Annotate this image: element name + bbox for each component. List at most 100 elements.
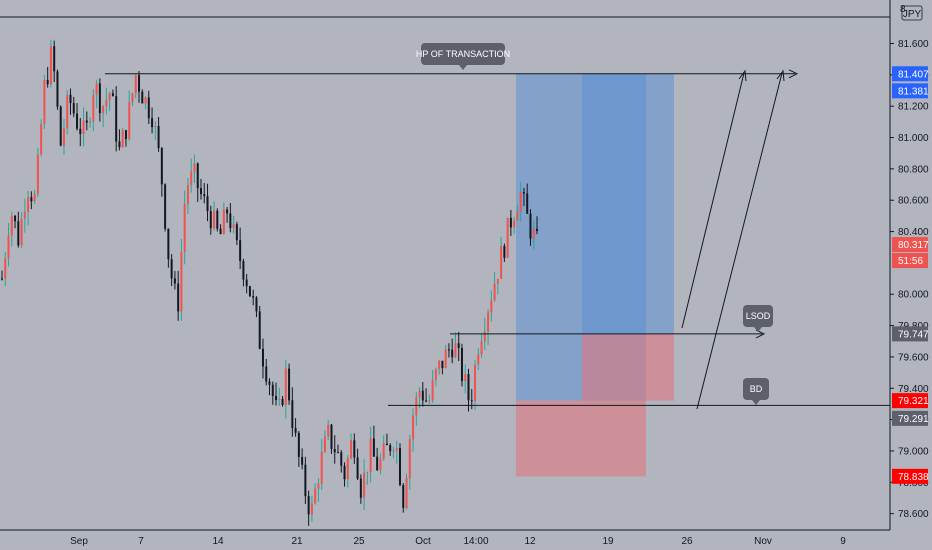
price-tag[interactable]: [892, 410, 928, 426]
time-axis-label: 19: [602, 536, 614, 547]
callout-hp-pointer: [459, 65, 467, 70]
candle-body: [134, 75, 137, 94]
projection-arrow-line[interactable]: [681, 72, 745, 329]
candle-body: [405, 478, 408, 508]
candle-body: [323, 436, 326, 452]
candle-body: [261, 348, 264, 367]
candle-body: [418, 390, 421, 398]
candle-body: [258, 311, 261, 349]
candle-body: [301, 456, 304, 465]
candle-body: [105, 99, 108, 107]
callout-hp-text: HP OF TRANSACTION: [416, 49, 510, 59]
candle-body: [503, 246, 506, 258]
candle-body: [496, 278, 499, 284]
candle-body: [196, 163, 199, 189]
candle-body: [389, 445, 392, 452]
callout-hp-box[interactable]: [421, 43, 505, 65]
candle-body: [379, 458, 382, 471]
candle-body: [281, 398, 284, 405]
price-tag[interactable]: [892, 468, 928, 484]
price-axis-label: 81.600: [898, 39, 929, 50]
time-axis[interactable]: [0, 530, 932, 550]
candle-body: [69, 94, 72, 104]
level-arrowhead: [788, 69, 799, 79]
candle-body: [20, 218, 23, 246]
position-2-stop-zone[interactable]: [582, 333, 674, 401]
price-axis[interactable]: [890, 0, 932, 550]
candle-body: [428, 400, 431, 402]
callout-bd-pointer: [752, 400, 760, 405]
callout-bd-text: BD: [750, 384, 763, 394]
candle-body: [330, 424, 333, 449]
price-tag[interactable]: [892, 237, 928, 253]
candle-body: [310, 503, 313, 515]
candle-body: [36, 154, 39, 194]
candle-body: [529, 213, 532, 239]
candle-body: [79, 128, 82, 135]
currency-badge[interactable]: [901, 5, 923, 21]
candle-body: [33, 193, 36, 202]
candle-body: [30, 197, 33, 202]
candle-body: [49, 46, 52, 85]
candle-body: [441, 360, 444, 368]
candle-body: [128, 102, 131, 140]
time-axis-label: Nov: [754, 536, 772, 547]
price-tag[interactable]: [892, 83, 928, 99]
price-tag[interactable]: [892, 393, 928, 409]
candle-body: [46, 79, 49, 85]
candle-body: [395, 448, 398, 451]
price-tag[interactable]: [892, 253, 928, 269]
candle-body: [131, 93, 134, 103]
price-axis-label: 79.600: [898, 352, 929, 363]
candle-body: [180, 251, 183, 312]
price-tag-label: 79.291: [898, 414, 929, 425]
position-1-stop-zone[interactable]: [516, 400, 646, 477]
candle-body: [470, 400, 473, 402]
candle-body: [350, 440, 353, 459]
projection-arrow-line[interactable]: [696, 72, 783, 410]
candle-body: [14, 215, 17, 222]
candle-body: [147, 97, 150, 119]
candle-body: [447, 349, 450, 351]
candle-body: [167, 228, 170, 260]
candle-body: [203, 194, 206, 197]
candle-body: [415, 397, 418, 416]
candle-body: [118, 141, 121, 148]
candle-body: [516, 211, 519, 221]
candle-body: [235, 224, 238, 241]
candle-body: [216, 210, 219, 229]
price-tag-label: 80.317: [898, 240, 929, 251]
time-axis-label: 14:00: [463, 536, 488, 547]
candle-body: [160, 148, 163, 185]
candle-body: [138, 75, 141, 92]
candle-body: [183, 204, 186, 252]
callout-bd-box[interactable]: [743, 378, 769, 400]
candle-body: [385, 443, 388, 446]
candle-body: [359, 478, 362, 498]
candle-body: [95, 83, 98, 95]
candle-body: [1, 278, 3, 280]
callout-lsod-box[interactable]: [743, 305, 773, 327]
candle-body: [177, 283, 180, 312]
level-arrowhead: [755, 329, 766, 339]
candle-body: [513, 220, 516, 228]
candle-body: [412, 415, 415, 440]
candle-body: [7, 235, 10, 259]
candle-body: [464, 374, 467, 382]
candle-body: [307, 496, 310, 515]
price-tag[interactable]: [892, 326, 928, 342]
candle-body: [226, 209, 229, 214]
candle-body: [438, 360, 441, 370]
candle-body: [363, 472, 366, 498]
price-tag[interactable]: [892, 66, 928, 82]
candle-body: [170, 259, 173, 279]
candle-body: [222, 209, 225, 235]
candle-body: [337, 452, 340, 454]
position-2-target-zone[interactable]: [582, 73, 674, 334]
candle-body: [509, 217, 512, 228]
candle-body: [327, 424, 330, 437]
candle-body: [40, 123, 43, 155]
candle-body: [173, 278, 176, 284]
